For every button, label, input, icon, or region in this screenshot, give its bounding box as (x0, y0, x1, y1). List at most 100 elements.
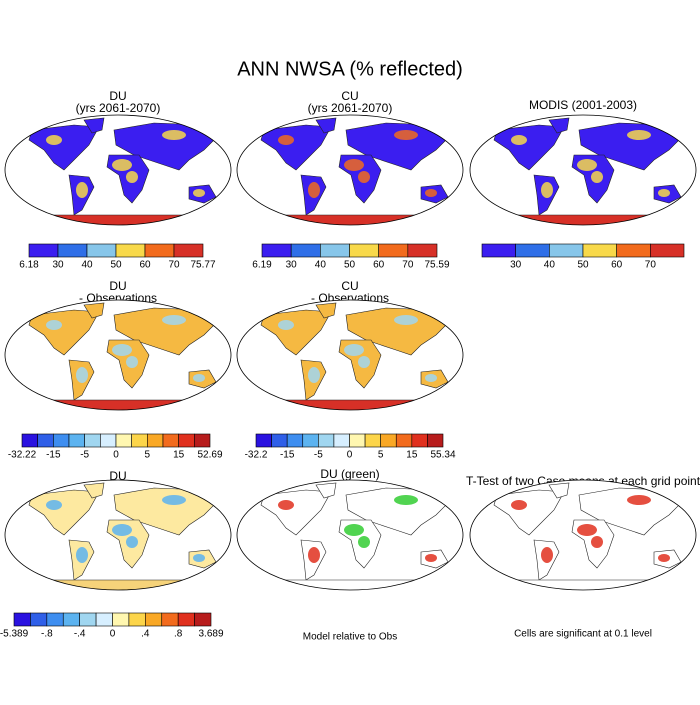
colorbar-bin (147, 433, 164, 448)
map-patch (394, 315, 418, 325)
colorbar-bin (84, 433, 101, 448)
colorbar-label: -5.389 (0, 629, 29, 640)
colorbar-bin (349, 243, 379, 258)
colorbar-bin (79, 612, 97, 627)
map-patch (344, 524, 364, 536)
map-patch (394, 130, 418, 140)
globe-outline (236, 114, 464, 226)
colorbar-bin (427, 433, 444, 448)
colorbar-bin (364, 433, 381, 448)
panel-title: MODIS (2001-2003) (529, 98, 637, 112)
colorbar-label: 30 (510, 260, 522, 271)
map-patch (46, 320, 62, 330)
map-patch (193, 189, 205, 197)
map-patch (627, 495, 651, 505)
map-patch (112, 344, 132, 356)
map-patch (591, 536, 603, 548)
map-patch (658, 189, 670, 197)
colorbar-bin (144, 243, 175, 258)
colorbar-label: 75.77 (190, 260, 215, 271)
map-patch (162, 130, 186, 140)
map-patch (126, 536, 138, 548)
colorbar-label: 55.34 (430, 450, 455, 461)
colorbar-bin (115, 243, 146, 258)
colorbar-bin (333, 433, 350, 448)
colorbar-label: 30 (52, 260, 64, 271)
colorbar-bin (30, 612, 48, 627)
colorbar-label: -5 (314, 450, 323, 461)
map-patch (278, 500, 294, 510)
colorbar-label: .4 (141, 629, 150, 640)
colorbar-bin (173, 243, 204, 258)
colorbar-label: 60 (373, 260, 385, 271)
globe-outline (469, 114, 697, 226)
colorbar-bin (255, 433, 272, 448)
colorbar-bin (100, 433, 117, 448)
map-patch (308, 547, 320, 563)
map-patch (358, 171, 370, 183)
colorbar-bin (162, 433, 179, 448)
colorbar-label: 6.19 (252, 260, 272, 271)
map-patch (126, 171, 138, 183)
map (4, 479, 232, 591)
colorbar-bin (62, 612, 80, 627)
map (4, 114, 232, 226)
colorbar-bin (302, 433, 319, 448)
colorbar-bin (86, 243, 117, 258)
map-patch (425, 554, 437, 562)
colorbar-bin (53, 433, 70, 448)
map (236, 299, 464, 411)
map-patch (358, 536, 370, 548)
colorbar-label: 0 (347, 450, 353, 461)
colorbar-label: 75.59 (424, 260, 449, 271)
colorbar-bin (194, 612, 212, 627)
colorbar-bin (131, 433, 148, 448)
colorbar-bin (178, 433, 195, 448)
colorbar-label: -15 (280, 450, 295, 461)
colorbar-label: 15 (406, 450, 418, 461)
map-patch (112, 159, 132, 171)
colorbar-label: 70 (168, 260, 180, 271)
panel-title: DU (109, 279, 126, 293)
colorbar-bin (128, 612, 146, 627)
colorbar-bin (481, 243, 516, 258)
colorbar-label: 5 (145, 450, 151, 461)
panel-title: DU (green) (320, 467, 379, 481)
map-patch (76, 547, 88, 563)
colorbar-bin (349, 433, 366, 448)
colorbar-bin (271, 433, 288, 448)
figure-title: ANN NWSA (% reflected) (237, 58, 463, 80)
map-patch (358, 356, 370, 368)
panel-title: DU (109, 89, 126, 103)
colorbar-bin (68, 433, 85, 448)
colorbar-bin (115, 433, 132, 448)
colorbar-bin (28, 243, 59, 258)
colorbar-bin (515, 243, 550, 258)
panel-title: (yrs 2061-2070) (308, 101, 393, 115)
panel-title: CU (341, 279, 358, 293)
colorbar-label: 70 (402, 260, 414, 271)
map-patch (541, 182, 553, 198)
map-patch (308, 182, 320, 198)
colorbar-label: 15 (173, 450, 185, 461)
map-patch (425, 374, 437, 382)
colorbar-label: -.8 (41, 629, 53, 640)
globe-outline (469, 479, 697, 591)
panel-title: (yrs 2061-2070) (76, 101, 161, 115)
colorbar-bin (161, 612, 179, 627)
map-patch (344, 344, 364, 356)
colorbar-label: 6.18 (19, 260, 39, 271)
colorbar-label: 50 (577, 260, 589, 271)
map-patch (278, 135, 294, 145)
globe-outline (4, 299, 232, 411)
map-patch (658, 554, 670, 562)
globe-outline (236, 299, 464, 411)
map-patch (394, 495, 418, 505)
colorbar-label: 0 (113, 450, 119, 461)
map-patch (425, 189, 437, 197)
colorbar-label: 50 (344, 260, 356, 271)
map-patch (76, 367, 88, 383)
colorbar-bin (57, 243, 88, 258)
map-patch (591, 171, 603, 183)
